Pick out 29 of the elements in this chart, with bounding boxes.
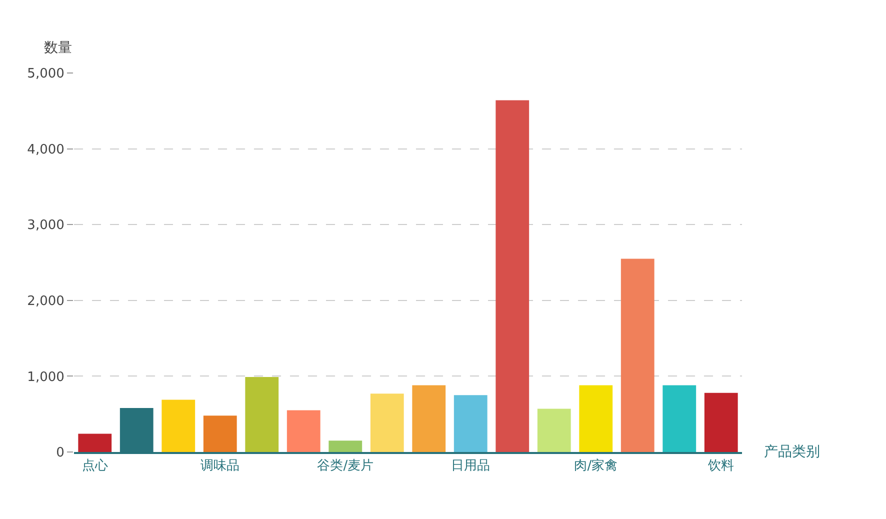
x-tick-label: 日用品: [451, 458, 490, 474]
y-tick-label: 5,000: [27, 66, 64, 82]
bar: [704, 392, 738, 452]
y-tick-label: 1,000: [27, 370, 64, 385]
y-tick-label: 3,000: [27, 218, 64, 234]
bar: [496, 100, 530, 452]
x-tick-label: 点心: [82, 457, 108, 474]
bar: [537, 408, 571, 452]
bar: [328, 440, 362, 452]
y-tick-label: 0: [56, 446, 64, 461]
bar: [579, 385, 613, 452]
bar: [454, 395, 488, 452]
x-axis-title: 产品类别: [764, 444, 820, 460]
x-tick-label: 肉/家禽: [574, 457, 618, 474]
bar: [78, 434, 112, 452]
bar: [370, 394, 404, 452]
x-tick-label: 调味品: [200, 458, 240, 474]
bar: [203, 416, 237, 452]
bar: [162, 400, 196, 452]
bar: [620, 258, 654, 452]
x-tick-label: 饮料: [707, 458, 734, 474]
bar: [245, 376, 279, 452]
bar: [412, 385, 446, 452]
bar: [286, 410, 320, 452]
bar: [662, 385, 696, 452]
y-tick-label: 2,000: [27, 294, 64, 309]
x-tick-label: 谷类/麦片: [317, 458, 374, 474]
y-axis-title: 数量: [44, 40, 72, 56]
y-tick-label: 4,000: [27, 142, 64, 158]
